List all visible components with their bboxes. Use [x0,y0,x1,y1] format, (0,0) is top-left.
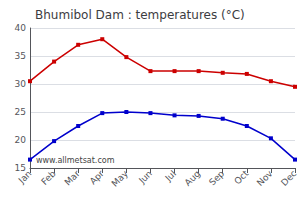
svg-text:Jun: Jun [136,168,154,186]
svg-text:Feb: Feb [39,168,58,187]
svg-text:Dec: Dec [279,168,298,187]
svg-text:Jan: Jan [16,168,34,186]
svg-text:Jul: Jul [163,168,178,183]
svg-text:Sep: Sep [207,168,226,187]
svg-text:30: 30 [15,79,27,89]
svg-text:Oct: Oct [232,168,250,186]
svg-text:Aug: Aug [183,168,202,187]
svg-text:40: 40 [15,23,27,33]
svg-text:Mar: Mar [63,168,82,187]
svg-text:May: May [110,168,131,189]
svg-text:Apr: Apr [88,168,106,186]
svg-text:www.allmetsat.com: www.allmetsat.com [36,156,115,165]
svg-text:15: 15 [14,163,26,173]
svg-text:Nov: Nov [255,168,275,188]
svg-text:25: 25 [15,107,26,117]
svg-text:20: 20 [15,135,27,145]
svg-text:Bhumibol Dam : temperatures (°: Bhumibol Dam : temperatures (°C) [35,8,245,22]
svg-text:35: 35 [15,51,26,61]
